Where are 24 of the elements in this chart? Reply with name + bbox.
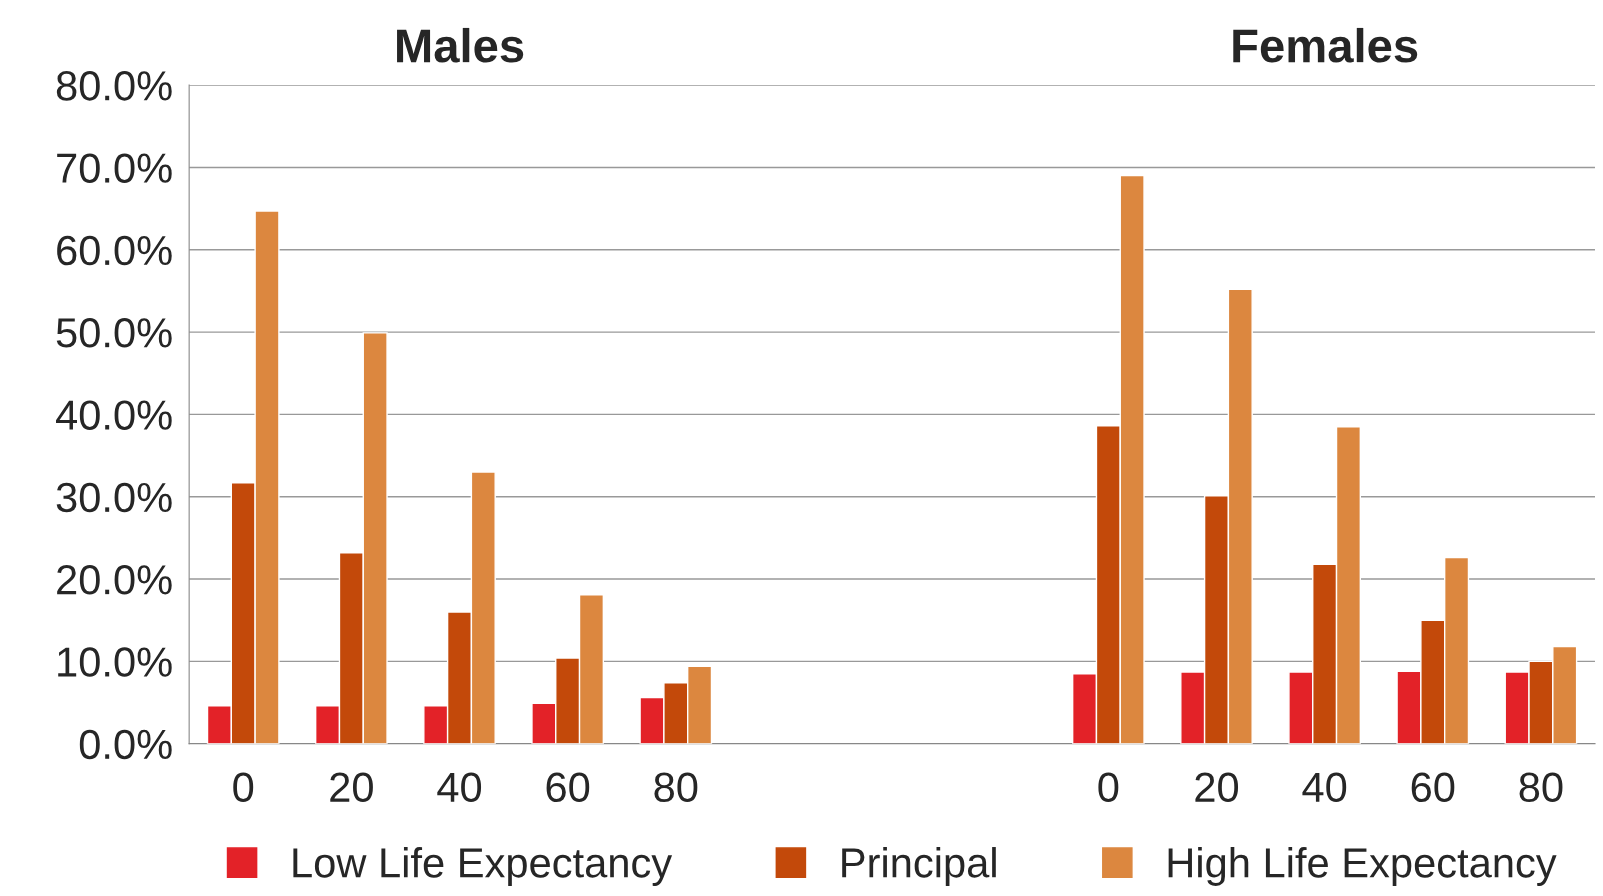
x-tick-label: 80	[1519, 772, 1563, 803]
y-tick-label: 10.0%	[58, 647, 172, 677]
x-tick-label: 60	[1411, 772, 1455, 803]
text: Females	[1233, 27, 1418, 63]
x-tick-label: 0	[1098, 772, 1119, 803]
y-tick-label: 80.0%	[56, 71, 172, 101]
x-tick-label: 80	[654, 772, 698, 803]
legend-label: Principal	[842, 847, 996, 886]
y-tick-label: 60.0%	[57, 235, 172, 266]
x-tick-label: 20	[1195, 772, 1239, 803]
y-tick-label: 70.0%	[57, 153, 172, 183]
y-tick-label: 50.0%	[56, 318, 172, 348]
text: Males	[397, 27, 524, 63]
x-tick-label: 20	[330, 772, 373, 803]
y-tick-label: 0.0%	[79, 729, 172, 760]
y-tick-label: 40.0%	[56, 400, 172, 430]
legend-label: Low Life Expectancy	[293, 847, 673, 886]
x-tick-label: 40	[437, 772, 482, 803]
x-tick-label: 60	[546, 772, 590, 803]
y-tick-label: 20.0%	[57, 565, 172, 595]
y-tick-label: 30.0%	[56, 482, 172, 513]
legend-label: High Life Expectancy	[1168, 847, 1557, 886]
x-tick-label: 0	[233, 772, 254, 803]
x-tick-label: 40	[1302, 772, 1347, 803]
